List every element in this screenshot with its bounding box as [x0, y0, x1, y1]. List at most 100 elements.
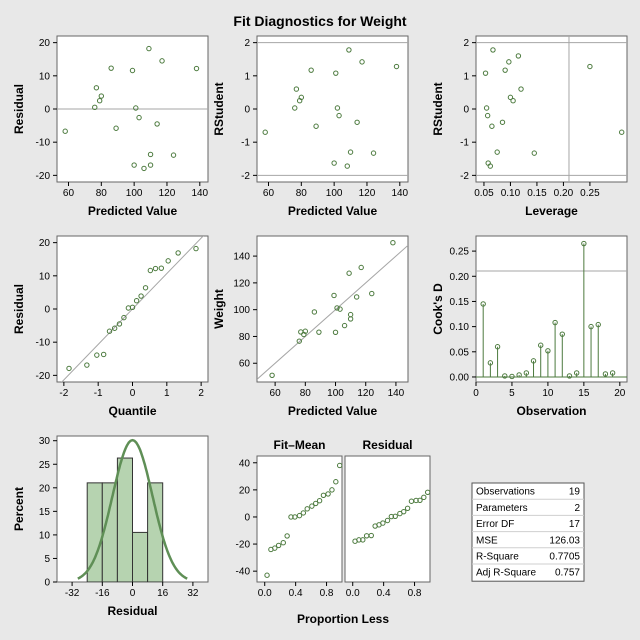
- cooks-d-point: [487, 360, 494, 366]
- residual-spread-point: [388, 513, 395, 520]
- rstudent-vs-predicted-y-tick-label: 0: [244, 105, 250, 116]
- cooks-d-y-tick-label: 0.10: [450, 322, 470, 333]
- rstudent-vs-leverage-point: [531, 150, 537, 156]
- residual-histogram-y-tick-label: 15: [39, 507, 51, 518]
- rstudent-vs-predicted-point: [333, 70, 339, 76]
- cooks-d-point: [530, 358, 537, 364]
- cooks-d-point: [581, 240, 587, 247]
- residual-vs-predicted-x-tick-label: 100: [126, 188, 143, 199]
- rstudent-vs-leverage-y-axis-label: RStudent: [431, 82, 445, 135]
- rstudent-vs-predicted-point: [336, 112, 342, 119]
- fit-statistic-value: 0.757: [555, 568, 580, 579]
- cooks-d-x-tick-label: 0: [473, 388, 479, 399]
- weight-vs-predicted-x-tick-label: 100: [327, 388, 344, 399]
- residual-qq-point: [138, 293, 144, 299]
- residual-spread-point: [384, 517, 391, 524]
- rstudent-vs-predicted-point: [293, 86, 300, 92]
- fit-mean-point: [313, 500, 319, 507]
- residual-qq-point: [193, 245, 199, 252]
- residual-vs-predicted-x-tick-label: 120: [159, 188, 176, 199]
- fit-statistic-label: R-Square: [476, 552, 519, 563]
- rstudent-vs-leverage-point: [487, 163, 494, 169]
- residual-histogram-y-tick-label: 5: [44, 554, 50, 565]
- fit-statistic-label: Observations: [476, 487, 535, 498]
- fit-mean-point: [296, 512, 303, 519]
- residual-vs-predicted-point: [113, 125, 119, 131]
- residual-qq-reference-line: [61, 236, 204, 382]
- fit-mean-point: [284, 533, 290, 539]
- fit-statistic-label: Adj R-Square: [476, 568, 536, 579]
- weight-vs-predicted-point: [311, 309, 318, 315]
- rstudent-vs-predicted-x-tick-label: 100: [326, 188, 343, 199]
- page-title: Fit Diagnostics for Weight: [233, 13, 407, 29]
- rstudent-vs-predicted-point: [344, 163, 350, 169]
- residual-vs-predicted-x-tick-label: 60: [63, 188, 75, 199]
- rstudent-vs-leverage-x-tick-label: 0.05: [474, 188, 494, 199]
- residual-spread-plot-area: [344, 455, 431, 583]
- rstudent-vs-predicted-point: [313, 123, 319, 129]
- residual-vs-predicted-point: [170, 152, 177, 158]
- residual-qq-point: [133, 298, 140, 304]
- residual-qq-point: [66, 365, 72, 372]
- residual-vs-predicted-point: [62, 128, 68, 134]
- rstudent-vs-predicted-point: [347, 149, 354, 155]
- rstudent-vs-leverage-x-tick-label: 0.10: [501, 188, 521, 199]
- weight-vs-predicted-point: [341, 322, 348, 329]
- residual-qq-x-tick-label: 1: [164, 388, 170, 399]
- rstudent-vs-predicted-point: [354, 119, 360, 125]
- residual-vs-predicted-x-tick-label: 80: [96, 188, 108, 199]
- residual-qq-point: [142, 285, 149, 291]
- rstudent-vs-predicted-x-tick-label: 120: [359, 188, 376, 199]
- weight-vs-predicted-point: [390, 239, 396, 246]
- residual-vs-predicted-marks: [57, 45, 208, 172]
- rstudent-vs-predicted-y-tick-label: -2: [241, 171, 250, 182]
- fit-mean-y-tick-label: 20: [239, 485, 251, 496]
- residual-vs-predicted-y-tick-label: -20: [36, 171, 51, 182]
- rstudent-vs-leverage-x-axis-label: Leverage: [525, 204, 578, 218]
- rstudent-vs-predicted-x-axis-label: Predicted Value: [288, 204, 378, 218]
- weight-vs-predicted-y-tick-label: 100: [233, 305, 250, 316]
- residual-vs-predicted-point: [136, 114, 142, 121]
- rstudent-vs-leverage-x-tick-label: 0.25: [580, 188, 600, 199]
- weight-vs-predicted-point: [358, 264, 364, 271]
- rstudent-vs-leverage-point: [515, 53, 522, 59]
- fit-statistic-label: MSE: [476, 535, 498, 546]
- rstudent-vs-leverage-x-tick-label: 0.15: [527, 188, 547, 199]
- rstudent-vs-leverage-y-tick-label: -2: [460, 171, 469, 182]
- fit-mean-x-tick-label: 0.0: [258, 588, 272, 599]
- weight-vs-predicted-point: [369, 290, 375, 297]
- histogram-bar: [116, 457, 134, 582]
- residual-qq-x-tick-label: 2: [198, 388, 204, 399]
- rstudent-vs-predicted-x-tick-label: 60: [263, 188, 275, 199]
- residual-qq-point: [106, 328, 113, 334]
- fit-mean-y-tick-label: 40: [239, 458, 251, 469]
- residual-histogram-y-tick-label: 25: [39, 460, 51, 471]
- normal-density-curve: [77, 438, 188, 580]
- residual-spread-point: [417, 497, 423, 504]
- fit-mean-point: [280, 540, 286, 546]
- weight-vs-predicted-point: [353, 294, 360, 300]
- residual-vs-predicted-point: [146, 45, 152, 52]
- rstudent-vs-leverage-plot-area: [475, 35, 628, 183]
- fit-mean-y-tick-label: -20: [236, 540, 251, 551]
- cooks-d-point: [602, 371, 609, 377]
- residual-qq-y-tick-label: 20: [39, 238, 51, 249]
- rstudent-vs-leverage-marks: [476, 36, 627, 182]
- residual-vs-predicted-y-tick-label: 0: [44, 105, 50, 116]
- fit-mean-x-tick-label: 0.4: [289, 588, 303, 599]
- weight-vs-predicted-point: [302, 328, 309, 334]
- residual-histogram-y-tick-label: 0: [44, 578, 50, 589]
- rstudent-vs-leverage-point: [587, 63, 593, 70]
- rstudent-vs-predicted-point: [370, 150, 377, 156]
- rstudent-vs-leverage-point: [499, 119, 506, 125]
- fit-mean-point: [292, 514, 298, 520]
- rstudent-vs-leverage-point: [502, 67, 508, 73]
- weight-vs-predicted-point: [347, 316, 354, 322]
- rstudent-vs-predicted-point: [262, 129, 268, 135]
- rstudent-vs-leverage-point: [507, 94, 514, 101]
- rstudent-vs-leverage-point: [619, 129, 625, 135]
- rstudent-vs-predicted-point: [393, 63, 400, 70]
- residual-vs-predicted-point: [96, 98, 103, 104]
- fit-mean-point: [288, 514, 294, 520]
